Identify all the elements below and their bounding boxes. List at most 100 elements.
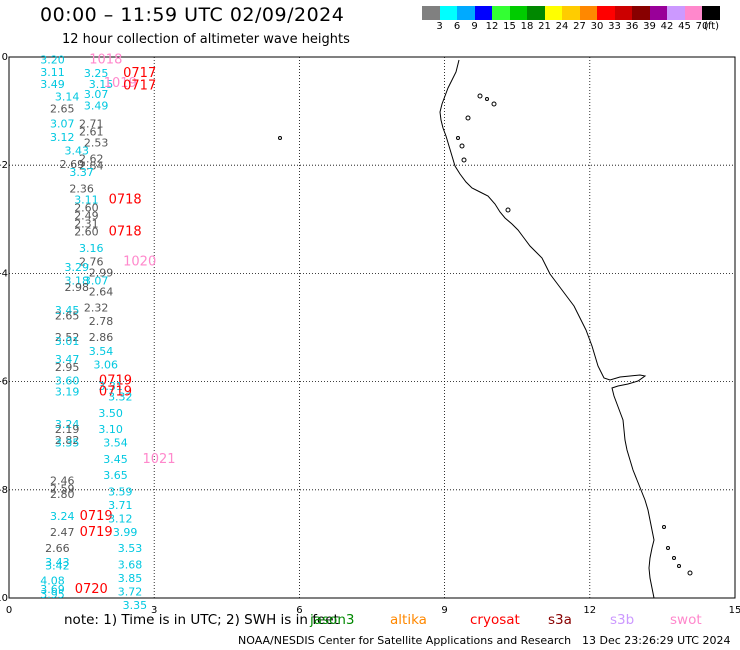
color-swatch xyxy=(562,6,580,20)
observation-time-label: 1018 xyxy=(89,53,122,68)
footnote: note: 1) Time is in UTC; 2) SWH is in fe… xyxy=(64,612,339,628)
wave-height-label: 2.76 xyxy=(79,255,104,268)
wave-height-label: 2.19 xyxy=(55,423,80,436)
wave-height-label: 2.98 xyxy=(65,281,90,294)
wave-height-label: 2.99 xyxy=(89,266,114,279)
color-scale-label: 42 xyxy=(660,21,674,32)
x-tick-label: 15 xyxy=(729,605,740,616)
wave-height-label: 3.32 xyxy=(108,391,133,404)
wave-height-label: 2.65 xyxy=(50,102,75,115)
observation-time-label: 0720 xyxy=(75,582,108,597)
wave-height-label: 2.95 xyxy=(55,361,80,374)
wave-height-label: 4.08 xyxy=(40,575,65,588)
y-tick-label: -8 xyxy=(0,485,8,496)
map-frame xyxy=(8,56,736,599)
wave-height-label: 3.18 xyxy=(65,274,90,287)
wave-height-label: 3.07 xyxy=(84,88,109,101)
x-tick-label: 12 xyxy=(583,605,596,616)
y-tick-label: -6 xyxy=(0,377,8,388)
wave-height-label: 2.66 xyxy=(45,542,70,555)
wave-height-label: 2.62 xyxy=(79,153,104,166)
wave-height-label: 2.80 xyxy=(50,488,75,501)
wave-height-label: 2.32 xyxy=(84,301,109,314)
color-swatch xyxy=(614,6,632,20)
coastal-islands xyxy=(278,93,693,576)
wave-height-label: 3.20 xyxy=(40,54,65,67)
wave-height-label: 3.50 xyxy=(98,407,123,420)
map-subtitle: 12 hour collection of altimeter wave hei… xyxy=(62,32,350,47)
color-swatch xyxy=(579,6,597,20)
generation-timestamp: 13 Dec 23:26:29 UTC 2024 xyxy=(582,634,731,647)
color-swatch xyxy=(667,6,685,20)
color-scale-label: 9 xyxy=(471,21,478,32)
wave-height-label: 3.49 xyxy=(40,78,65,91)
wave-height-label: 2.52 xyxy=(55,331,80,344)
wave-height-label: 3.69 xyxy=(40,583,65,596)
color-swatch xyxy=(544,6,562,20)
color-scale-label: (ft) xyxy=(703,21,720,32)
color-scale-label: 70 xyxy=(695,21,709,32)
color-scale-label: 24 xyxy=(555,21,569,32)
wave-height-label: 2.69 xyxy=(60,158,85,171)
color-swatch xyxy=(527,6,545,20)
wave-height-label: 3.43 xyxy=(45,556,70,569)
wave-height-label: 3.60 xyxy=(55,375,80,388)
x-tick-label: 6 xyxy=(296,605,302,616)
wave-height-label: 2.60 xyxy=(74,226,99,239)
wave-height-label: 3.68 xyxy=(118,558,143,571)
x-tick-label: 0 xyxy=(6,605,12,616)
color-scale-label: 6 xyxy=(453,21,461,32)
y-tick-label: 0 xyxy=(2,52,8,63)
color-swatch xyxy=(474,6,492,20)
wave-height-label: 3.65 xyxy=(103,469,128,482)
wave-height-label: 3.54 xyxy=(89,345,114,358)
credit-line: NOAA/NESDIS Center for Satellite Applica… xyxy=(238,634,572,647)
wave-height-label: 3.07 xyxy=(84,274,109,287)
wave-height-label: 2.61 xyxy=(79,126,104,139)
wave-height-label: 3.12 xyxy=(50,131,75,144)
axis-tick-labels: 0 3 6 9 12 15 0 -2 -4 -6 -8 -10 xyxy=(0,52,740,616)
color-scale-bar xyxy=(422,6,720,20)
color-scale-label: 30 xyxy=(590,21,604,32)
coastline xyxy=(439,59,655,599)
observation-time-label: 0717 xyxy=(123,66,156,81)
wave-height-label: 3.45 xyxy=(55,304,80,317)
color-swatch xyxy=(509,6,527,20)
y-tick-label: -4 xyxy=(0,268,8,279)
observation-time-label: 0718 xyxy=(109,225,142,240)
color-swatch xyxy=(492,6,510,20)
wave-height-label: 3.10 xyxy=(98,423,123,436)
wave-height-label: 3.24 xyxy=(50,510,75,523)
wave-height-label: 3.19 xyxy=(55,385,80,398)
color-scale-label: 45 xyxy=(678,21,691,32)
wave-height-label: 2.78 xyxy=(89,315,114,328)
wave-height-label: 3.06 xyxy=(94,358,119,371)
y-tick-label: -10 xyxy=(0,593,8,604)
wave-height-label: 2.71 xyxy=(79,118,104,131)
observation-time-label: 0718 xyxy=(109,192,142,207)
wave-height-label: 3.47 xyxy=(55,353,80,366)
wave-height-label: 3.31 xyxy=(98,380,123,393)
wave-height-label: 3.35 xyxy=(55,437,80,450)
wave-height-label: 2.47 xyxy=(50,526,75,539)
wave-height-label: 2.64 xyxy=(89,285,114,298)
wave-height-label: 2.82 xyxy=(55,434,80,447)
wave-height-label: 3.95 xyxy=(40,588,65,601)
observation-time-label: 0719 xyxy=(99,374,132,389)
wave-height-label: 3.11 xyxy=(40,66,65,79)
color-scale-label: 12 xyxy=(485,21,499,32)
color-scale-label: 18 xyxy=(520,21,534,32)
wave-height-label: 3.14 xyxy=(55,90,80,103)
wave-height-label: 3.29 xyxy=(65,261,90,274)
wave-height-label: 3.15 xyxy=(89,78,114,91)
wave-height-label: 2.36 xyxy=(69,182,94,195)
wave-height-label: 2.31 xyxy=(74,218,99,231)
color-scale-label: 27 xyxy=(573,21,586,32)
map-title: 00:00 – 11:59 UTC 02/09/2024 xyxy=(40,4,345,26)
observation-time-label: 1019 xyxy=(104,76,137,91)
wave-height-label: 3.99 xyxy=(113,526,138,539)
wave-height-label: 2.46 xyxy=(50,475,75,488)
legend-item-cryosat: cryosat xyxy=(470,612,520,628)
wave-height-label: 3.37 xyxy=(69,166,94,179)
